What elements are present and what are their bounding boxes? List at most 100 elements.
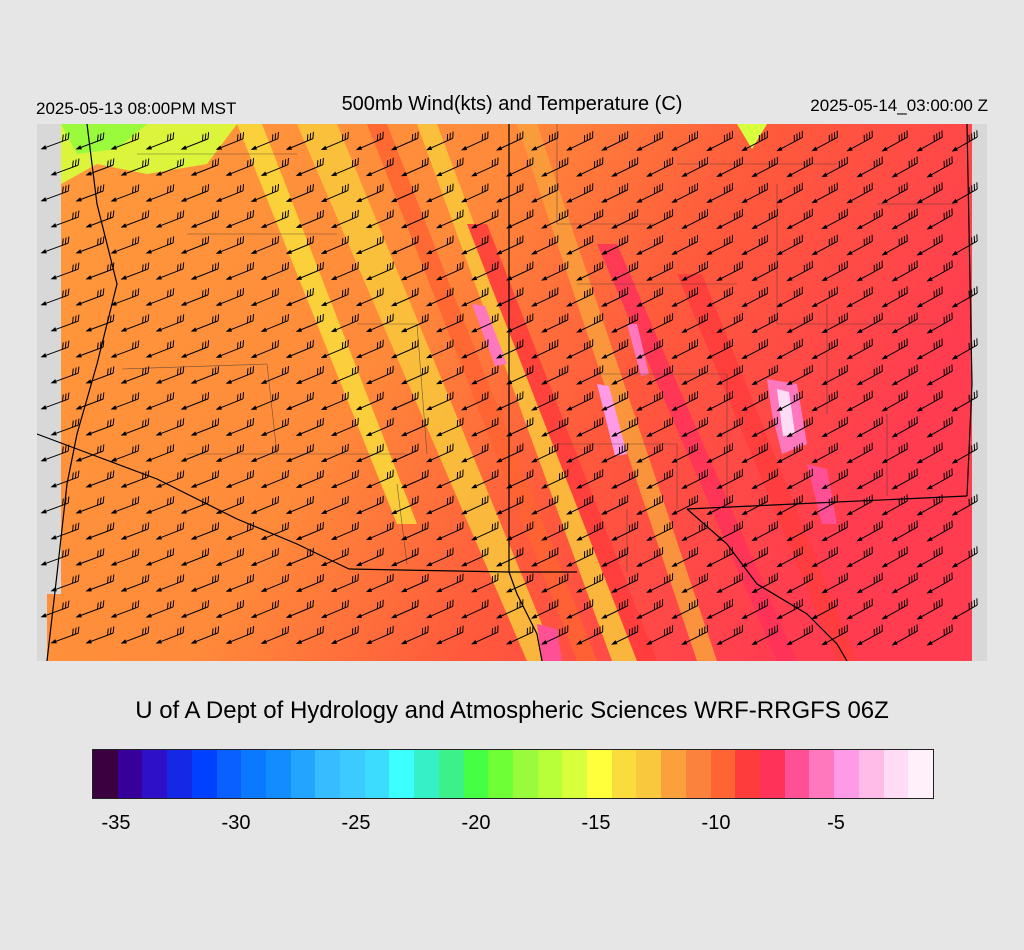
wind-barb <box>225 262 255 280</box>
wind-barb <box>145 132 175 150</box>
wind-barb <box>856 312 883 334</box>
wind-barb <box>671 391 699 411</box>
wind-barb <box>180 392 210 410</box>
wind-barb <box>180 548 210 566</box>
wind-barb <box>260 469 289 488</box>
wind-barb <box>215 600 245 618</box>
wind-barb <box>145 288 175 306</box>
wind-barb <box>400 573 429 593</box>
wind-barb <box>40 496 70 514</box>
wind-barb <box>846 494 873 516</box>
wind-barb <box>390 495 419 515</box>
wind-barb <box>881 338 908 360</box>
wind-barb <box>776 234 803 256</box>
wind-barb <box>75 600 105 618</box>
wind-barb <box>250 131 279 150</box>
wind-barb <box>671 599 699 619</box>
wind-barb <box>390 235 419 255</box>
wind-barb <box>671 235 699 255</box>
wind-barb <box>646 573 674 593</box>
wind-barb <box>85 522 115 540</box>
wind-barb <box>120 314 150 332</box>
wind-barb <box>926 624 953 646</box>
wind-barb <box>285 391 314 410</box>
wind-barb <box>155 574 185 592</box>
wind-barb <box>506 469 534 489</box>
wind-barb <box>85 470 115 488</box>
wind-barb <box>365 521 394 541</box>
wind-barb <box>260 209 289 228</box>
wind-barb <box>506 417 534 437</box>
wind-barb <box>496 235 524 255</box>
wind-barb <box>320 443 349 463</box>
wind-barb <box>355 495 384 515</box>
wind-barb <box>460 391 489 411</box>
wind-barb <box>951 546 978 568</box>
wind-barb <box>180 600 210 618</box>
colorbar-swatch <box>537 750 563 798</box>
wind-barb <box>646 469 674 489</box>
wind-barb <box>496 339 524 359</box>
colorbar-swatch <box>265 750 291 798</box>
wind-barb <box>951 286 978 308</box>
wind-barb <box>951 130 978 152</box>
wind-barb <box>786 416 813 438</box>
wind-barb <box>741 390 768 412</box>
wind-barb <box>425 391 454 411</box>
wind-barb <box>751 312 778 334</box>
wind-barb <box>846 598 873 620</box>
wind-barb <box>951 390 978 412</box>
colorbar-tick-label: -15 <box>581 812 611 834</box>
wind-barb <box>541 625 569 645</box>
wind-barb <box>75 340 105 358</box>
wind-barb <box>260 573 289 592</box>
wind-barb <box>330 313 359 333</box>
wind-barb <box>110 392 140 410</box>
wind-barb <box>330 469 359 489</box>
wind-barb <box>190 574 220 592</box>
wind-barb <box>145 184 175 202</box>
wind-barb <box>285 547 314 566</box>
wind-barb <box>751 364 778 386</box>
wind-barb <box>215 548 245 566</box>
wind-barb <box>541 365 569 385</box>
wind-barb <box>215 392 245 410</box>
wind-barb <box>601 287 629 307</box>
wind-barb <box>741 546 768 568</box>
wind-barb <box>470 313 499 333</box>
wind-barb <box>260 625 289 644</box>
wind-barb <box>330 261 359 281</box>
colorbar-swatch <box>290 750 316 798</box>
wind-barb <box>155 470 185 488</box>
wind-barb <box>225 366 255 384</box>
wind-barb <box>120 158 150 176</box>
wind-barb <box>531 391 559 411</box>
wind-barb <box>365 261 394 281</box>
wind-barb <box>786 520 813 542</box>
wind-barb <box>225 418 255 436</box>
wind-barb <box>601 495 629 515</box>
wind-barb <box>215 444 245 462</box>
wind-barb <box>120 574 150 592</box>
wind-barb <box>531 443 559 463</box>
wind-barb <box>881 286 908 308</box>
wind-barb <box>881 234 908 256</box>
wind-barb <box>250 547 279 566</box>
valid-time-local: 2025-05-13 08:00PM MST <box>36 99 237 118</box>
wind-barb <box>400 521 429 541</box>
wind-barb <box>320 547 349 567</box>
wind-barb <box>646 209 674 229</box>
wind-barb <box>646 625 674 645</box>
wind-barb <box>926 260 953 282</box>
wind-barb <box>636 495 664 515</box>
wind-barb <box>400 261 429 281</box>
wind-barb <box>320 235 349 255</box>
wind-barb <box>926 520 953 542</box>
wind-barb <box>541 417 569 437</box>
wind-barb <box>365 365 394 385</box>
wind-barb <box>576 261 604 281</box>
wind-barb <box>50 626 80 644</box>
wind-barb <box>811 442 838 464</box>
wind-barb <box>120 366 150 384</box>
wind-barb <box>741 442 768 464</box>
